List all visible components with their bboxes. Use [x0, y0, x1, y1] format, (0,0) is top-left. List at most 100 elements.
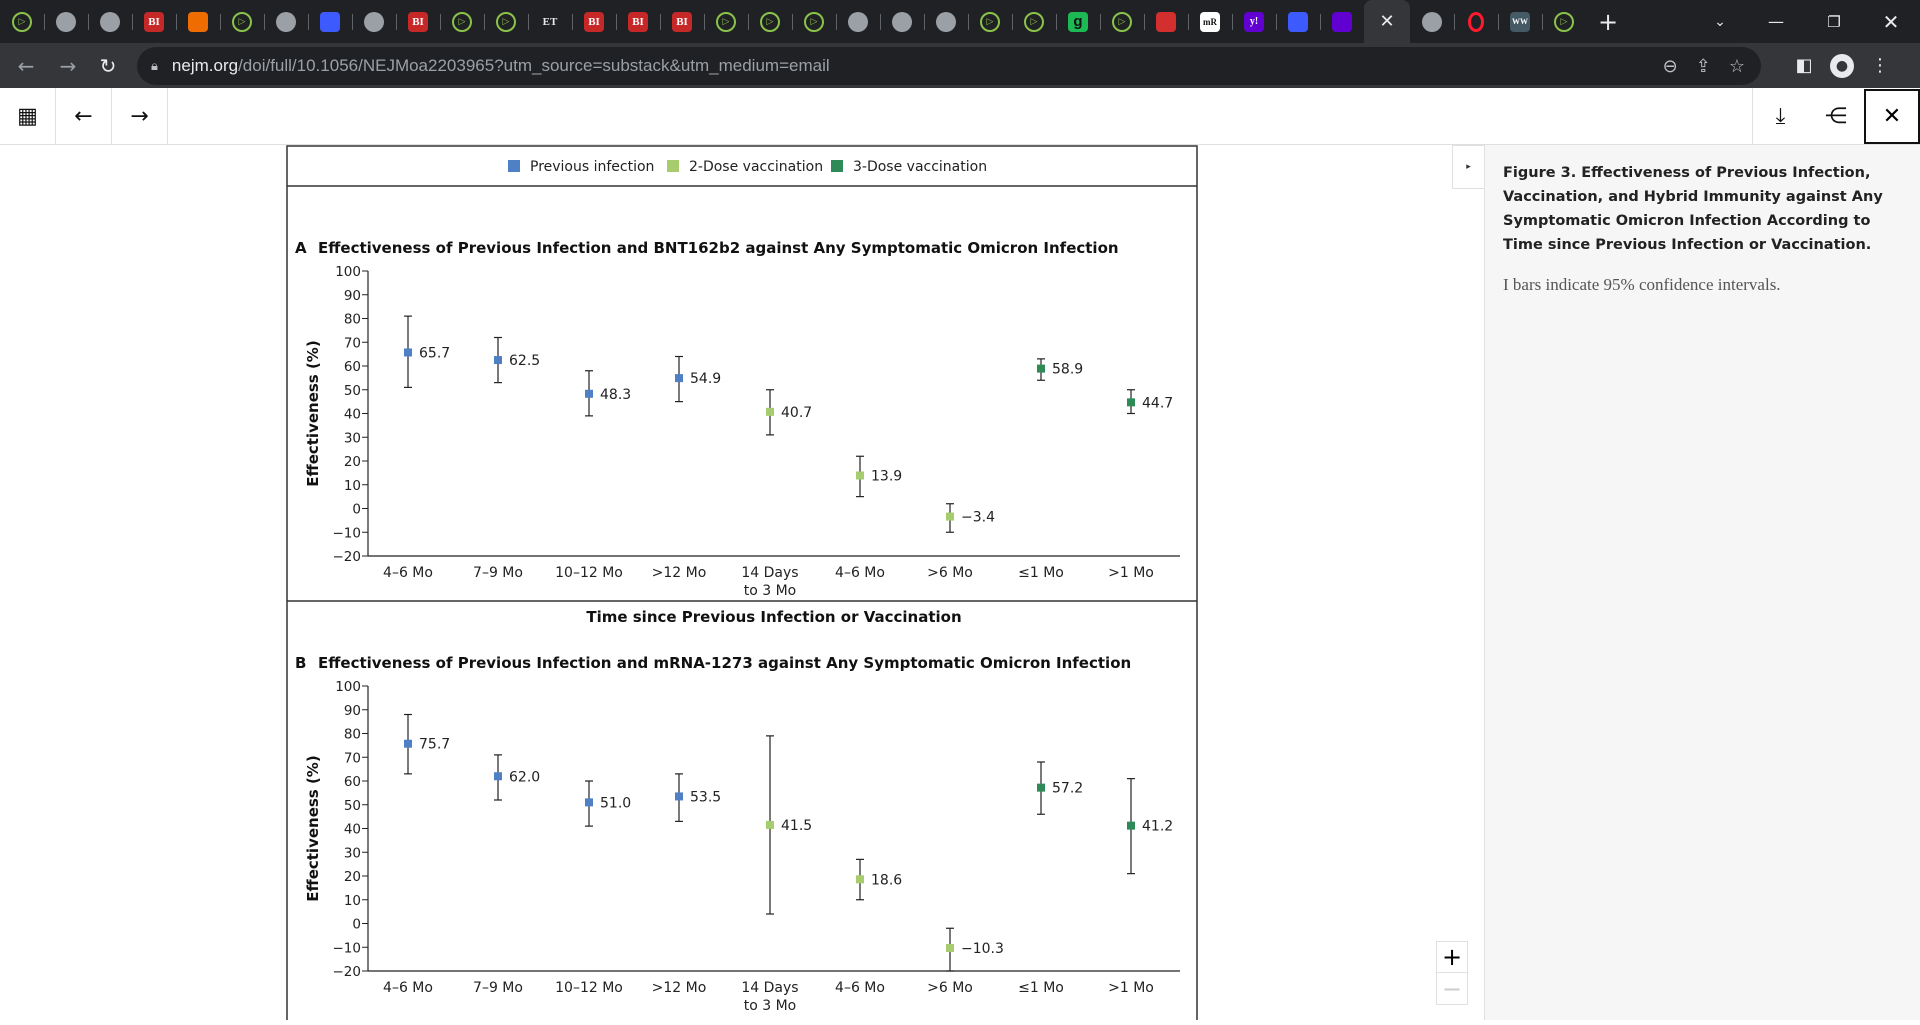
play-icon: ▷ — [760, 11, 780, 32]
previous-figure-icon[interactable]: ← — [56, 88, 112, 144]
forward-icon[interactable]: → — [59, 54, 77, 78]
data-label: 62.0 — [509, 769, 540, 785]
browser-tab-after-0[interactable] — [1410, 0, 1454, 43]
grid-icon[interactable]: ▦ — [0, 88, 56, 144]
y-tick-label: −10 — [333, 940, 362, 956]
caption-toggle-icon[interactable]: ▸ — [1452, 145, 1484, 189]
browser-tab-19[interactable] — [836, 0, 880, 43]
globe-icon — [1422, 11, 1442, 32]
browser-tab-4[interactable] — [176, 0, 220, 43]
close-viewer-icon[interactable]: ✕ — [1864, 89, 1920, 144]
browser-tab-after-2[interactable]: WW — [1498, 0, 1542, 43]
x-tick-label: 4–6 Mo — [835, 565, 885, 581]
y-tick-label: 30 — [344, 430, 361, 446]
y-tick-label: −10 — [333, 525, 362, 541]
browser-tab-13[interactable]: BI — [572, 0, 616, 43]
browser-tab-11[interactable]: ▷ — [484, 0, 528, 43]
browser-tab-after-3[interactable]: ▷ — [1542, 0, 1586, 43]
browser-tab-15[interactable]: BI — [660, 0, 704, 43]
browser-tab-24[interactable]: g — [1056, 0, 1100, 43]
browser-tab-27[interactable]: mR — [1188, 0, 1232, 43]
x-tick-label: >6 Mo — [927, 565, 973, 581]
data-point — [585, 389, 593, 398]
reload-icon[interactable]: ↻ — [99, 54, 117, 78]
y-tick-label: 70 — [344, 335, 361, 351]
x-tick-label: to 3 Mo — [744, 998, 797, 1014]
address-bar[interactable]: 🔒︎ nejm.org/doi/full/10.1056/NEJMoa22039… — [137, 47, 1761, 85]
download-icon[interactable]: ⤓ — [1752, 88, 1808, 144]
new-tab-button[interactable]: + — [1597, 7, 1619, 36]
back-icon[interactable]: ← — [17, 54, 35, 78]
legend-swatch — [667, 160, 679, 172]
data-label: 53.5 — [690, 789, 721, 805]
x-tick-label: >12 Mo — [652, 565, 707, 581]
browser-tab-21[interactable] — [924, 0, 968, 43]
data-point — [946, 512, 954, 521]
figure-svg: Previous infection 2-Dose vaccination 3-Do… — [286, 145, 1198, 1025]
bi-icon: BI — [584, 11, 604, 32]
data-label: 57.2 — [1052, 781, 1083, 797]
tab-search-icon[interactable]: ⌄ — [1714, 13, 1726, 30]
browser-tab-17[interactable]: ▷ — [748, 0, 792, 43]
side-panel-icon[interactable]: ◧ — [1795, 55, 1813, 76]
browser-tab-6[interactable] — [264, 0, 308, 43]
play-icon: ▷ — [232, 11, 252, 32]
legend-label: 2-Dose vaccination — [689, 159, 823, 175]
panel-title: Effectiveness of Previous Infection and … — [318, 654, 1131, 672]
browser-tab-28[interactable]: y! — [1232, 0, 1276, 43]
restore-button[interactable]: ❐ — [1827, 12, 1841, 31]
browser-tab-9[interactable]: BI — [396, 0, 440, 43]
data-point — [856, 875, 864, 884]
browser-tab-18[interactable]: ▷ — [792, 0, 836, 43]
browser-tab-29[interactable] — [1276, 0, 1320, 43]
legend-label: Previous infection — [530, 159, 654, 175]
browser-tab-25[interactable]: ▷ — [1100, 0, 1144, 43]
active-tab[interactable]: ✕ — [1364, 0, 1410, 43]
browser-tab-22[interactable]: ▷ — [968, 0, 1012, 43]
data-label: 75.7 — [419, 737, 450, 753]
browser-tab-20[interactable] — [880, 0, 924, 43]
browser-tab-7[interactable] — [308, 0, 352, 43]
zoom-in-button[interactable]: + — [1436, 941, 1468, 973]
share-icon[interactable]: ⇪ — [1695, 55, 1711, 77]
globe-icon — [100, 11, 120, 32]
browser-tab-1[interactable] — [44, 0, 88, 43]
next-figure-icon[interactable]: → — [112, 88, 168, 144]
browser-tab-14[interactable]: BI — [616, 0, 660, 43]
close-window-button[interactable]: ✕ — [1882, 9, 1900, 34]
zoom-icon[interactable]: ⊖ — [1662, 55, 1678, 77]
browser-tab-23[interactable]: ▷ — [1012, 0, 1056, 43]
blue-arrow-icon — [320, 11, 340, 32]
data-point — [1127, 398, 1135, 407]
y-tick-label: 100 — [335, 264, 361, 280]
browser-tab-30[interactable] — [1320, 0, 1364, 43]
ww-icon: WW — [1510, 11, 1530, 32]
browser-tab-0[interactable]: ▷ — [0, 0, 44, 43]
close-tab-icon[interactable]: ✕ — [1379, 11, 1395, 32]
browser-tab-12[interactable]: ET — [528, 0, 572, 43]
profile-avatar-icon[interactable]: ● — [1830, 53, 1854, 78]
data-label: 65.7 — [419, 345, 450, 361]
figure-area: Previous infection 2-Dose vaccination 3-Do… — [0, 145, 1484, 1025]
browser-tab-16[interactable]: ▷ — [704, 0, 748, 43]
data-point — [1127, 821, 1135, 830]
x-tick-label: 4–6 Mo — [383, 565, 433, 581]
browser-tab-2[interactable] — [88, 0, 132, 43]
browser-tab-26[interactable] — [1144, 0, 1188, 43]
play-icon: ▷ — [1024, 11, 1044, 32]
menu-icon[interactable]: ⋮ — [1871, 55, 1889, 76]
bi-icon: BI — [628, 11, 648, 32]
x-tick-label: >1 Mo — [1108, 565, 1154, 581]
minimize-button[interactable]: — — [1768, 12, 1784, 31]
browser-tab-8[interactable] — [352, 0, 396, 43]
bookmark-star-icon[interactable]: ☆ — [1728, 55, 1745, 77]
share-icon[interactable]: ⋲ — [1825, 103, 1847, 129]
data-label: 41.2 — [1142, 819, 1173, 835]
browser-tab-10[interactable]: ▷ — [440, 0, 484, 43]
zoom-out-button[interactable]: − — [1436, 973, 1468, 1005]
y-tick-label: 80 — [344, 727, 361, 743]
browser-tab-after-1[interactable] — [1454, 0, 1498, 43]
browser-tab-3[interactable]: BI — [132, 0, 176, 43]
browser-tab-5[interactable]: ▷ — [220, 0, 264, 43]
data-point — [1037, 364, 1045, 373]
